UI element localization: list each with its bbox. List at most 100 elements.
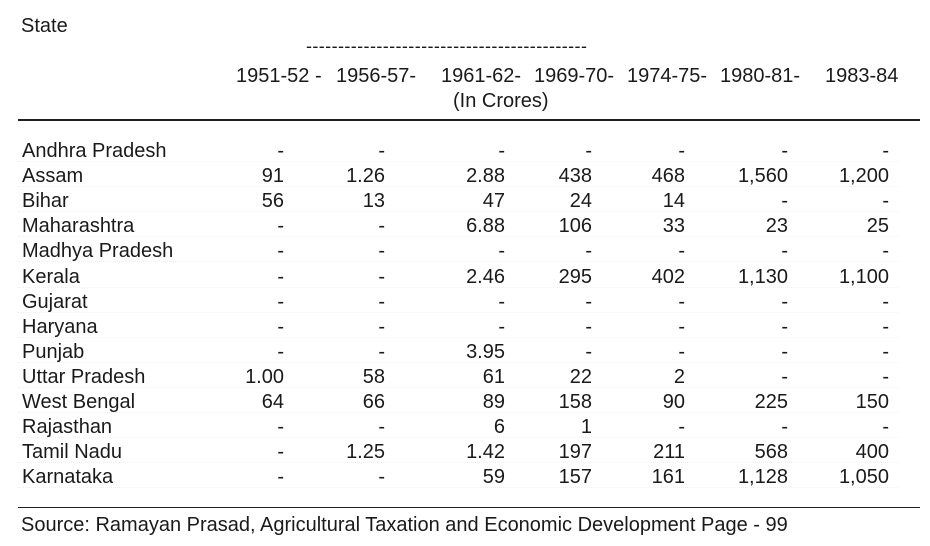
value-cell: -: [277, 315, 284, 338]
row-guide-line: [18, 161, 898, 162]
value-cell: -: [678, 340, 685, 363]
value-cell: 197: [558, 441, 592, 464]
table-row: Maharashtra - - 6.88 106 33 23 25: [0, 214, 930, 239]
value-cell: -: [378, 140, 385, 162]
value-cell: 158: [558, 391, 592, 413]
table-row: Gujarat - - - - - - -: [0, 290, 930, 315]
value-cell: 58: [362, 365, 385, 388]
value-cell: 33: [662, 215, 685, 238]
value-cell: 89: [482, 391, 505, 413]
value-cell: -: [585, 290, 592, 313]
value-cell: -: [585, 340, 592, 363]
value-cell: 23: [765, 215, 788, 238]
value-cell: 59: [482, 466, 505, 489]
row-guide-line: [18, 361, 898, 363]
value-cell: -: [378, 240, 385, 263]
value-cell: 157: [558, 466, 592, 489]
table-row: Uttar Pradesh 1.00 58 61 22 2- -: [0, 365, 930, 390]
value-cell: 47: [482, 190, 505, 213]
value-cell: -: [378, 215, 385, 238]
row-guide-line: [18, 261, 898, 263]
state-name: Punjab: [22, 340, 85, 363]
value-cell: 1.25: [346, 441, 385, 464]
year-heading-1983-84: 1983-84: [825, 65, 899, 87]
value-cell: 13: [362, 190, 385, 213]
value-cell: 2: [673, 365, 685, 388]
year-heading-1961-62: 1961-62-: [441, 65, 522, 87]
value-cell: 1.00: [245, 365, 284, 388]
value-cell: -: [277, 466, 284, 489]
value-cell: 438: [558, 165, 592, 188]
table-row: Bihar 56 13 47 24 14 - -: [0, 189, 930, 214]
value-cell: -: [277, 265, 284, 288]
value-cell: 25: [866, 215, 889, 238]
value-cell: -: [781, 365, 788, 388]
value-cell: 106: [558, 215, 592, 238]
year-heading-1969-70: 1969-70-: [534, 65, 615, 87]
value-cell: -: [882, 290, 889, 313]
state-name: Tamil Nadu: [22, 441, 123, 464]
table-row: Assam 91 1.26 2.88 438 468 1,560 1,200: [0, 164, 930, 189]
row-guide-line: [18, 186, 898, 188]
value-cell: -: [781, 416, 788, 439]
value-cell: 1.42: [466, 441, 505, 464]
value-cell: 91: [261, 165, 284, 188]
table-bottom-rule: [18, 507, 920, 508]
value-cell: 90: [662, 391, 685, 413]
row-guide-line: [18, 286, 898, 288]
row-guide-line: [18, 462, 898, 464]
value-cell: -: [277, 215, 284, 238]
value-cell: 6.88: [466, 215, 505, 238]
value-cell: -: [277, 140, 284, 162]
value-cell: 2.46: [466, 265, 505, 288]
state-name: Gujarat: [22, 290, 88, 313]
value-cell: -: [781, 190, 788, 213]
year-heading-1951-52: 1951-52 -: [236, 65, 322, 87]
value-cell: 1: [580, 416, 592, 439]
value-cell: 6: [493, 416, 505, 439]
state-name: Bihar: [22, 190, 69, 213]
value-cell: -: [277, 416, 284, 439]
value-cell: 22: [569, 365, 592, 388]
table-row: Rajasthan - - 6 1 - - -: [0, 415, 930, 440]
value-cell: -: [378, 340, 385, 363]
value-cell: -: [882, 416, 889, 439]
state-name: Haryana: [22, 315, 98, 338]
value-cell: 295: [558, 265, 592, 288]
state-name: Rajasthan: [22, 416, 113, 439]
row-guide-line: [18, 336, 898, 338]
value-cell: 1,050: [838, 466, 889, 489]
table-row: Karnataka - - 59 157 161 1,128 1,050: [0, 465, 930, 490]
value-cell: 568: [754, 441, 788, 464]
value-cell: -: [277, 290, 284, 313]
value-cell: -: [882, 190, 889, 213]
value-cell: -: [378, 416, 385, 439]
value-cell: -: [781, 140, 788, 162]
value-cell: 402: [651, 265, 685, 288]
value-cell: -: [378, 466, 385, 489]
row-guide-line: [18, 437, 898, 439]
value-cell: -: [378, 315, 385, 338]
row-guide-line: [18, 487, 898, 489]
state-name: Uttar Pradesh: [22, 365, 146, 388]
value-cell: 56: [261, 190, 284, 213]
value-cell: -: [781, 315, 788, 338]
state-name: Karnataka: [22, 466, 114, 489]
value-cell: 61: [482, 365, 505, 388]
value-cell: -: [585, 315, 592, 338]
value-cell: 1.26: [346, 165, 385, 188]
value-cell: -: [781, 340, 788, 363]
value-cell: 2.88: [466, 165, 505, 188]
value-cell: -: [678, 290, 685, 313]
value-cell: 14: [662, 190, 685, 213]
value-cell: -: [378, 265, 385, 288]
value-cell: 225: [754, 391, 788, 413]
value-cell: -: [277, 340, 284, 363]
value-cell: -: [498, 290, 505, 313]
year-heading-1980-81: 1980-81-: [720, 65, 801, 87]
value-cell: -: [277, 240, 284, 263]
state-name: Madhya Pradesh: [22, 240, 174, 263]
table-row: Punjab - - 3.95 - - - -: [0, 340, 930, 365]
table-row: Tamil Nadu - 1.25 1.42 197 211 568 400: [0, 440, 930, 465]
value-cell: -: [678, 416, 685, 439]
